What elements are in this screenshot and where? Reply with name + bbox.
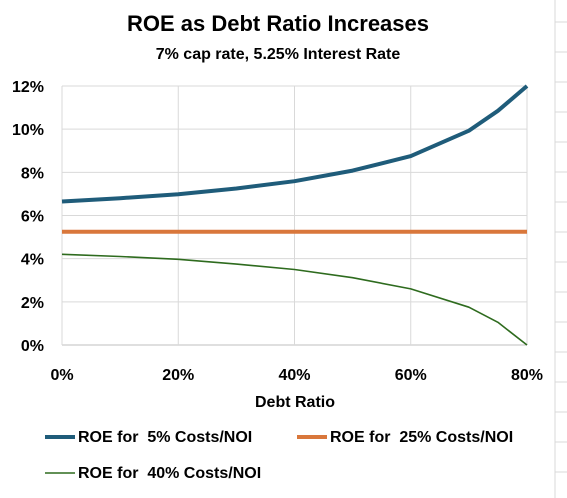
y-tick-label: 0% bbox=[21, 338, 44, 355]
y-tick-label: 4% bbox=[21, 252, 44, 269]
legend-label-3: ROE for 40% Costs/NOI bbox=[78, 465, 261, 482]
y-axis-ticks: 0% 2% 4% 6% 8% 10% 12% bbox=[12, 79, 44, 355]
chart-subtitle: 7% cap rate, 5.25% Interest Rate bbox=[156, 46, 401, 63]
legend-label-2: ROE for 25% Costs/NOI bbox=[330, 429, 513, 446]
x-axis-title: Debt Ratio bbox=[255, 394, 335, 411]
legend: ROE for 5% Costs/NOI ROE for 25% Costs/NO… bbox=[45, 429, 513, 482]
series-lines bbox=[61, 84, 529, 346]
x-axis-ticks: 0% 20% 40% 60% 80% bbox=[50, 367, 543, 384]
sheet-gridlines bbox=[554, 0, 567, 498]
y-tick-label: 12% bbox=[12, 79, 44, 96]
legend-label-1: ROE for 5% Costs/NOI bbox=[78, 429, 252, 446]
x-tick-label: 40% bbox=[278, 367, 310, 384]
y-tick-label: 6% bbox=[21, 209, 44, 226]
series-line-3 bbox=[61, 253, 528, 346]
x-tick-label: 80% bbox=[511, 367, 543, 384]
x-tick-label: 0% bbox=[50, 367, 73, 384]
y-tick-label: 2% bbox=[21, 295, 44, 312]
chart-title: ROE as Debt Ratio Increases bbox=[127, 11, 429, 36]
plot-gridlines bbox=[61, 85, 528, 346]
x-tick-label: 20% bbox=[162, 367, 194, 384]
x-tick-label: 60% bbox=[395, 367, 427, 384]
series-line-1 bbox=[61, 84, 529, 204]
y-tick-label: 8% bbox=[21, 165, 44, 182]
y-tick-label: 10% bbox=[12, 122, 44, 139]
